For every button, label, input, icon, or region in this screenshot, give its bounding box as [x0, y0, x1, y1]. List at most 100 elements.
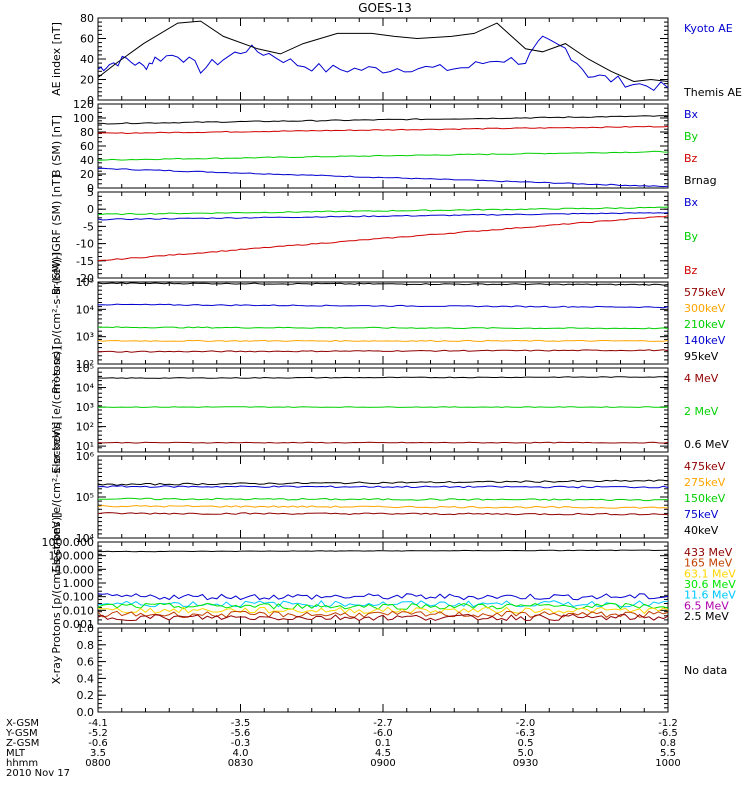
footer-value: 5.5 [660, 748, 676, 759]
footer-value: -2.7 [373, 718, 393, 729]
series-line [97, 610, 669, 619]
y-tick-label: 100.000 [49, 550, 95, 563]
legend-entry: 210keV [684, 318, 726, 331]
series-line [97, 115, 668, 125]
footer-value: 4.0 [233, 748, 249, 759]
series-line [97, 215, 669, 261]
y-tick-label: 0.001 [63, 618, 95, 631]
legend-entry: Bz [684, 152, 698, 165]
legend-entry: 433 MeV [684, 546, 733, 559]
series-line [97, 549, 669, 553]
legend-entry: 4 MeV [684, 372, 719, 385]
panel-0: 0 20 40 60 80 AE index [nT] Kyoto AE Themis AE [50, 12, 742, 107]
y-tick-label: 5 [87, 186, 94, 199]
y-tick-label: 10¹ [76, 440, 94, 453]
series-line [97, 593, 669, 601]
legend-entry: 150keV [684, 492, 726, 505]
panel-5: 10⁴ 10⁵ 10⁶ Electrons [e/(cm²-s-sr-keV)] 475… [50, 422, 726, 573]
footer-date: 2010 Nov 17 [6, 768, 70, 779]
series-line [97, 349, 669, 353]
footer-value: -6.5 [658, 728, 678, 739]
legend-entry: Bz [684, 264, 698, 277]
y-axis-label: Protons [p/(cm²-s-sr-keV)] [50, 512, 63, 653]
footer-value: 0.8 [660, 738, 676, 749]
panel-4: 10¹ 10² 10³ 10⁴ 10⁵ Electrons [e/(cm²-s-sr)] 4… [50, 346, 729, 473]
series-line [97, 602, 669, 610]
series-line [97, 406, 669, 408]
y-tick-label: 0.0 [77, 706, 95, 719]
y-tick-label: 0 [87, 203, 94, 216]
series-line [97, 303, 669, 309]
series-line [97, 376, 669, 379]
series-line [97, 504, 669, 509]
y-tick-label: 40 [80, 154, 94, 167]
series-line [97, 606, 669, 615]
y-tick-label: 120 [73, 98, 94, 111]
footer-value: 1000 [655, 758, 680, 769]
series-line [97, 125, 669, 135]
y-tick-label: -5 [83, 220, 94, 233]
legend-entry: 165 MeV [684, 557, 733, 570]
y-tick-label: -20 [76, 272, 94, 285]
y-tick-label: 20 [80, 168, 94, 181]
y-tick-label: 0 [87, 182, 94, 195]
y-tick-label: 20 [80, 74, 94, 87]
y-tick-label: 60 [80, 33, 94, 46]
footer-value: 0.1 [375, 738, 391, 749]
series-line [97, 600, 669, 608]
y-tick-label: 0.100 [63, 591, 95, 604]
series-line [97, 20, 669, 83]
legend-entry: Bx [684, 196, 699, 209]
panel-7: 0.0 0.2 0.4 0.6 0.8 1.0 X-ray No data [50, 622, 727, 719]
legend-entry: 2 MeV [684, 405, 719, 418]
legend-entry: Bx [684, 108, 699, 121]
legend-entry: 63.1 MeV [684, 567, 736, 580]
y-tick-label: 10² [76, 358, 94, 371]
legend-entry: By [684, 130, 699, 143]
footer-value: -0.6 [88, 738, 108, 749]
footer-value: -1.2 [658, 718, 678, 729]
footer-value: 0.5 [518, 738, 534, 749]
panel-6: 0.0010.0100.1001.00010.000100.0001000.00… [42, 512, 737, 653]
y-tick-label: 0.010 [63, 604, 95, 617]
series-line [97, 339, 669, 342]
y-tick-label: 80 [80, 12, 94, 25]
panel-frame [97, 367, 669, 453]
plot-title: GOES-13 [358, 1, 412, 15]
footer-ephemeris: X-GSM -4.1 -3.5 -2.7 -2.0 -1.2 Y-GSM -5.2 -5.6 -6… [5, 718, 681, 779]
y-tick-label: 40 [80, 53, 94, 66]
legend-entry: 11.6 MeV [684, 589, 736, 602]
y-tick-label: 10⁶ [76, 450, 95, 463]
series-line [97, 512, 669, 516]
legend-entry: Themis AE [683, 86, 742, 99]
footer-value: -2.0 [516, 718, 536, 729]
series-line [97, 35, 669, 92]
legend-entry: No data [684, 664, 727, 677]
series-line [97, 206, 669, 216]
legend-entry: 2.5 MeV [684, 610, 729, 623]
series-line [97, 613, 669, 622]
y-tick-label: 0.6 [77, 656, 95, 669]
series-line [97, 167, 669, 188]
legend-entry: 575keV [684, 286, 726, 299]
panel-frame [97, 455, 669, 539]
footer-value: -3.5 [231, 718, 251, 729]
y-axis-label: X-ray [50, 655, 63, 684]
y-tick-label: 10² [76, 421, 94, 434]
footer-row-label: Z-GSM [6, 738, 39, 749]
footer-value: -5.2 [88, 728, 108, 739]
legend-entry: 475keV [684, 460, 726, 473]
legend-entry: Kyoto AE [684, 22, 733, 35]
legend-entry: 75keV [684, 508, 719, 521]
y-tick-label: -15 [76, 255, 94, 268]
y-tick-label: 80 [80, 126, 94, 139]
legend-entry: 30.6 MeV [684, 578, 736, 591]
footer-value: -6.0 [373, 728, 393, 739]
legend-entry: 95keV [684, 350, 719, 363]
y-tick-label: 1000.000 [42, 536, 95, 549]
